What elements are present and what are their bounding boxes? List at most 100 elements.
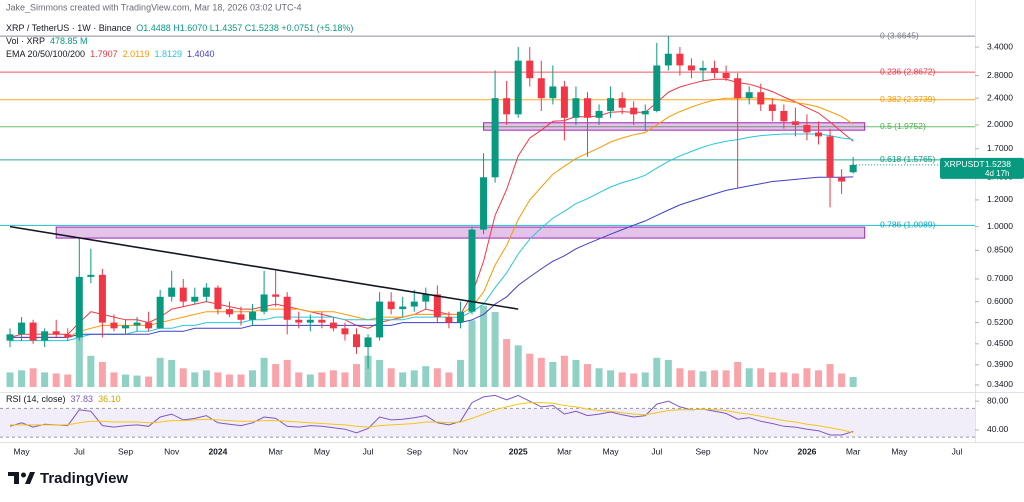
volume-bar: [145, 376, 153, 387]
candle-body: [87, 274, 95, 277]
candle-body: [202, 287, 210, 297]
candle-body: [110, 322, 118, 329]
volume-bar: [572, 359, 580, 387]
candle-body: [618, 98, 626, 108]
volume-bar: [249, 370, 257, 387]
x-tick-label: Jul: [363, 446, 374, 456]
candle-body: [549, 86, 557, 99]
candle-body: [422, 294, 430, 302]
volume-bar: [225, 374, 233, 387]
ema-line: [10, 133, 854, 342]
y-tick-label: 0.8500: [987, 245, 1013, 255]
volume-bar: [560, 355, 568, 387]
y-tick-label: 1.2000: [987, 194, 1013, 204]
volume-bar: [122, 374, 129, 387]
candle-body: [329, 322, 337, 329]
candle-body: [191, 296, 199, 302]
candle-body: [722, 72, 730, 79]
x-tick-label: Nov: [753, 446, 769, 456]
volume-bar: [699, 371, 707, 387]
candle-body: [156, 296, 164, 329]
x-tick-label: Sep: [695, 446, 710, 456]
volume-bar: [480, 305, 488, 387]
volume-bar: [191, 372, 199, 387]
candle-body: [526, 60, 534, 79]
candle-body: [214, 287, 222, 310]
logo-icon: [8, 472, 19, 484]
y-tick-label: 0.7000: [987, 273, 1013, 283]
candle-body: [503, 98, 511, 115]
candle-body: [456, 311, 464, 323]
candle-body: [791, 121, 799, 125]
volume-bar: [306, 374, 314, 387]
y-tick-label: 2.8000: [987, 70, 1013, 80]
volume-bar: [6, 372, 14, 387]
volume-bar: [52, 373, 60, 387]
volume-bar: [410, 370, 418, 387]
y-tick-label: 2.4000: [987, 92, 1013, 102]
x-tick-label: May: [14, 446, 31, 456]
candle-body: [306, 319, 314, 323]
volume-bar: [353, 364, 360, 387]
x-tick-label: May: [314, 446, 331, 456]
x-tick-label: 2025: [509, 446, 528, 456]
candle-body: [630, 107, 638, 115]
candle-body: [768, 104, 776, 111]
y-tick-label: 0.3400: [987, 379, 1013, 389]
y-tick-label: 0.5200: [987, 317, 1013, 327]
zone: [55, 226, 866, 239]
ema-legend: EMA 20/50/100/200 1.7907 2.0119 1.8129 1.404…: [6, 49, 215, 59]
candle-body: [653, 65, 661, 111]
candle-body: [560, 86, 568, 118]
candle-body: [41, 331, 49, 341]
volume-bar: [641, 372, 649, 387]
x-tick-label: Mar: [846, 446, 861, 456]
volume-bar: [456, 359, 464, 387]
rsi-tick-label: 80.00: [987, 395, 1009, 405]
candle-body: [52, 331, 60, 335]
x-tick-label: Mar: [557, 446, 572, 456]
rsi-label: RSI (14, close): [6, 394, 66, 404]
candle-body: [283, 296, 291, 320]
volume-bar: [260, 357, 268, 387]
volume-bar: [364, 355, 372, 387]
author-line: Jake_Simmons created with TradingView.co…: [6, 2, 301, 12]
volume-bar: [687, 370, 695, 387]
volume-bar: [849, 377, 857, 387]
volume-bar: [722, 370, 730, 387]
candle-body: [364, 337, 372, 348]
volume-bar: [156, 357, 164, 387]
volume-bar: [133, 375, 141, 387]
candle-body: [584, 98, 591, 118]
candle-body: [815, 132, 822, 137]
volume-bar: [503, 339, 511, 387]
price-tag-value: 1.5238: [985, 159, 1011, 169]
volume-bar: [630, 373, 638, 387]
candle-body: [133, 322, 141, 326]
brand-name: TradingView: [40, 470, 128, 487]
candle-body: [272, 294, 280, 297]
candle-body: [318, 319, 326, 323]
trendline: [9, 225, 519, 310]
x-tick-label: Jul: [952, 446, 963, 456]
volume-bar: [295, 372, 303, 387]
rsi-tick-label: 40.00: [987, 424, 1009, 434]
volume-bar: [734, 362, 742, 387]
price-tag-countdown: 4d 17h: [985, 169, 1009, 178]
volume-bar: [75, 332, 83, 387]
price-tag-symbol: XRPUSDT: [944, 159, 985, 169]
volume-bar: [768, 372, 776, 387]
volume-bar: [168, 359, 176, 387]
candle-body: [295, 319, 303, 323]
candle-body: [757, 92, 765, 105]
ema-label: EMA 20/50/100/200: [6, 49, 85, 59]
volume-bar: [664, 359, 672, 387]
volume-bar: [838, 373, 846, 387]
y-tick-label: 3.4000: [987, 41, 1013, 51]
brand-logo: TradingView: [8, 470, 128, 487]
candle-body: [572, 98, 580, 118]
candle-body: [6, 334, 14, 341]
candle-body: [468, 229, 476, 312]
volume-label: Vol · XRP: [6, 36, 45, 46]
candle-body: [29, 322, 37, 341]
